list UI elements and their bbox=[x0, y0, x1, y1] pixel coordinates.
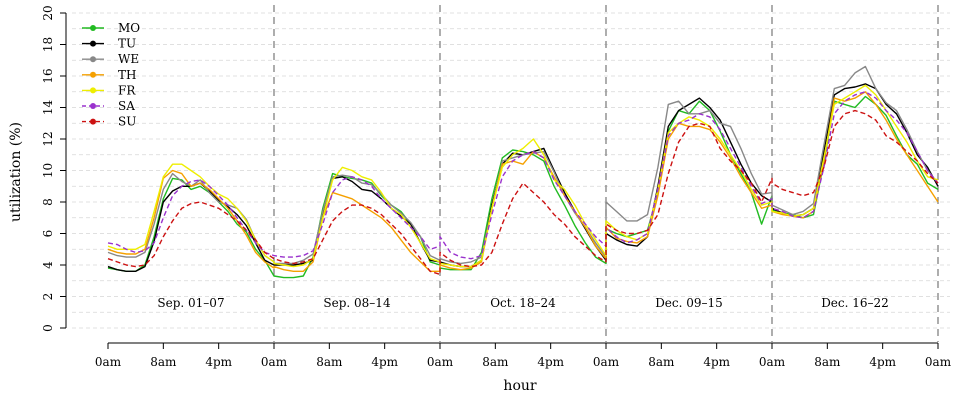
legend-label-th: TH bbox=[118, 68, 136, 82]
period-label: Oct. 18–24 bbox=[490, 296, 556, 310]
y-tick-label: 14 bbox=[41, 100, 55, 116]
x-tick-label: 4pm bbox=[703, 355, 730, 369]
x-tick-label: 4pm bbox=[869, 355, 896, 369]
x-tick-label: 8am bbox=[814, 355, 841, 369]
period-labels: Sep. 01–07 Sep. 08–14 Oct. 18–24 Dec. 09–15… bbox=[157, 296, 888, 310]
y-tick-label: 16 bbox=[41, 68, 55, 83]
series-line-su bbox=[107, 109, 939, 276]
series-line-tu bbox=[107, 83, 939, 272]
period-label: Dec. 16–22 bbox=[821, 296, 889, 310]
x-axis-title: hour bbox=[503, 378, 536, 394]
series-line-mo bbox=[107, 95, 939, 279]
y-tick-label: 20 bbox=[41, 5, 55, 20]
y-tick-label: 12 bbox=[41, 131, 55, 146]
legend-marker bbox=[90, 25, 96, 31]
legend-label-mo: MO bbox=[118, 21, 140, 35]
series-line-fr bbox=[107, 84, 939, 268]
legend-marker bbox=[90, 103, 96, 109]
y-tick-label: 0 bbox=[41, 324, 55, 332]
x-tick-label: 8am bbox=[316, 355, 343, 369]
axes: 0 2 4 6 8 10 12 14 16 18 20 0am 8am 4pm 0am 8am 4pm 0am 8a… bbox=[41, 5, 952, 369]
y-tick-label: 18 bbox=[41, 37, 55, 52]
legend-label-tu: TU bbox=[118, 37, 136, 51]
x-tick-label: 0am bbox=[593, 355, 620, 369]
legend-marker bbox=[90, 56, 96, 63]
x-tick-label: 8am bbox=[482, 355, 509, 369]
period-separators bbox=[273, 5, 939, 342]
x-tick-label: 0am bbox=[427, 355, 454, 369]
y-tick-label: 8 bbox=[41, 198, 55, 206]
x-tick-label: 4pm bbox=[205, 355, 232, 369]
x-tick-label: 8am bbox=[150, 355, 177, 369]
y-tick-label: 10 bbox=[41, 163, 55, 178]
legend-marker bbox=[90, 40, 96, 47]
x-tick-label: 8am bbox=[648, 355, 675, 369]
legend-label-su: SU bbox=[118, 115, 136, 129]
x-tick-label: 4pm bbox=[537, 355, 564, 369]
legend-marker bbox=[90, 118, 96, 125]
y-tick-label: 2 bbox=[41, 293, 55, 301]
x-tick-label: 0am bbox=[261, 355, 288, 369]
legend-label-sa: SA bbox=[118, 99, 135, 113]
legend-marker bbox=[90, 71, 96, 78]
period-label: Sep. 01–07 bbox=[157, 296, 224, 310]
x-tick-label: 0am bbox=[925, 355, 952, 369]
legend-marker bbox=[90, 87, 96, 94]
y-tick-label: 4 bbox=[41, 261, 55, 269]
y-axis-title: utilization (%) bbox=[8, 122, 24, 222]
x-tick-label: 0am bbox=[759, 355, 786, 369]
y-tick-label: 6 bbox=[41, 230, 55, 238]
x-tick-label: 0am bbox=[95, 355, 122, 369]
grid bbox=[72, 12, 950, 329]
series-line-sa bbox=[107, 91, 939, 260]
series-lines bbox=[107, 65, 939, 279]
series-line-th bbox=[107, 91, 939, 272]
legend-label-fr: FR bbox=[118, 83, 136, 97]
x-tick-label: 4pm bbox=[371, 355, 398, 369]
period-label: Dec. 09–15 bbox=[655, 296, 723, 310]
period-label: Sep. 08–14 bbox=[323, 296, 391, 310]
legend-label-we: WE bbox=[118, 52, 139, 66]
